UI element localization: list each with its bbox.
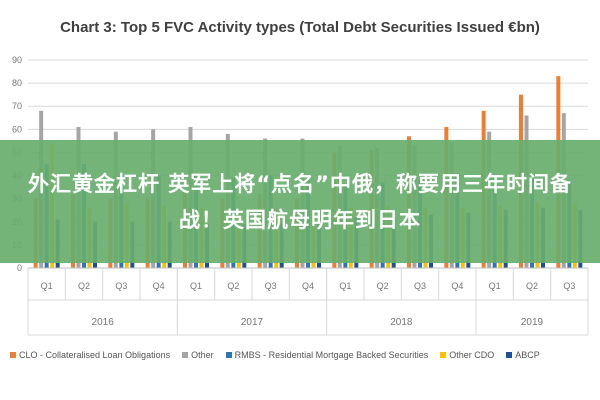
x-tick-label: Q1 — [339, 281, 351, 291]
year-label: 2019 — [521, 317, 544, 328]
chart-legend: CLO - Collateralised Loan Obligations Oth… — [10, 350, 600, 360]
legend-item: Other — [182, 350, 214, 360]
legend-label: RMBS - Residential Mortgage Backed Secur… — [234, 350, 429, 360]
x-tick-label: Q4 — [153, 281, 165, 291]
x-tick-label: Q3 — [414, 281, 426, 291]
legend-item: CLO - Collateralised Loan Obligations — [10, 350, 170, 360]
legend-swatch — [225, 352, 232, 358]
x-tick-label: Q2 — [526, 281, 538, 291]
legend-swatch — [506, 352, 513, 358]
legend-label: Other CDO — [449, 350, 495, 360]
x-tick-label: Q4 — [451, 281, 463, 291]
x-tick-label: Q4 — [302, 281, 314, 291]
legend-item: ABCP — [506, 350, 540, 360]
legend-swatch — [440, 352, 447, 358]
y-tick-label: 0 — [17, 263, 22, 273]
year-label: 2018 — [390, 317, 413, 328]
x-tick-label: Q1 — [41, 281, 53, 291]
year-label: 2017 — [241, 317, 264, 328]
y-tick-label: 80 — [12, 78, 22, 88]
legend-label: Other — [191, 350, 214, 360]
y-tick-label: 70 — [12, 101, 22, 111]
y-tick-label: 90 — [12, 55, 22, 65]
x-tick-label: Q3 — [265, 281, 277, 291]
x-tick-label: Q2 — [377, 281, 389, 291]
news-banner[interactable]: 外汇黄金杠杆 英军上将“点名”中俄，称要用三年时间备战！英国航母明年到日本 — [0, 140, 600, 263]
legend-swatch — [10, 352, 16, 358]
x-tick-label: Q2 — [78, 281, 90, 291]
x-tick-label: Q1 — [190, 281, 202, 291]
legend-label: ABCP — [515, 350, 540, 360]
y-tick-label: 60 — [12, 124, 22, 134]
legend-item: RMBS - Residential Mortgage Backed Secur… — [225, 350, 429, 360]
legend-label: CLO - Collateralised Loan Obligations — [19, 350, 171, 360]
year-label: 2016 — [92, 317, 115, 328]
banner-headline: 外汇黄金杠杆 英军上将“点名”中俄，称要用三年时间备战！英国航母明年到日本 — [28, 171, 572, 232]
x-tick-label: Q2 — [227, 281, 239, 291]
legend-item: Other CDO — [440, 350, 494, 360]
chart-title: Chart 3: Top 5 FVC Activity types (Total… — [60, 19, 540, 36]
legend-swatch — [182, 352, 189, 358]
x-tick-label: Q1 — [489, 281, 501, 291]
x-tick-label: Q3 — [563, 281, 575, 291]
x-tick-label: Q3 — [115, 281, 127, 291]
